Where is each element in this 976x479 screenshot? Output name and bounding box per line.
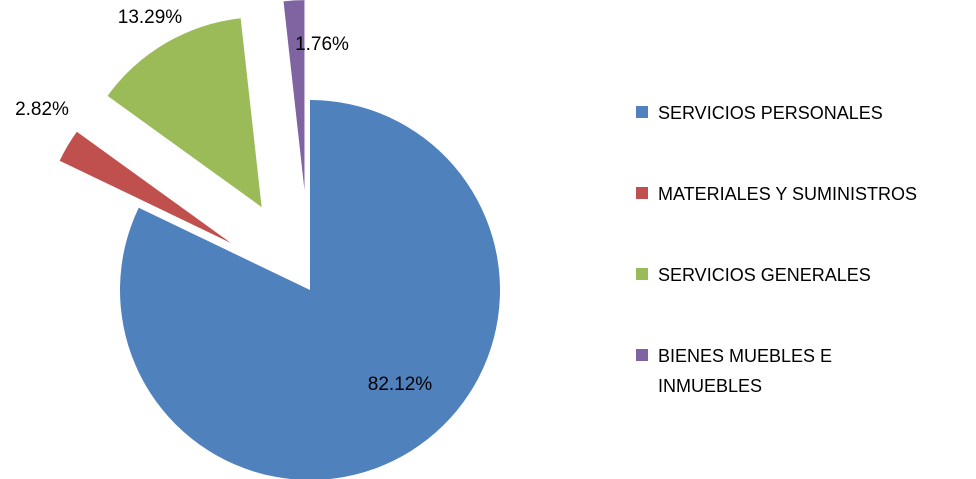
data-label: 82.12% xyxy=(368,374,433,395)
legend-label: BIENES MUEBLES E INMUEBLES xyxy=(658,346,833,396)
data-label: 13.29% xyxy=(118,7,183,28)
pie-slice xyxy=(59,131,231,243)
data-label: 1.76% xyxy=(295,34,349,55)
legend-swatch xyxy=(636,187,648,199)
pie-slice xyxy=(120,100,500,479)
legend-label: SERVICIOS PERSONALES xyxy=(658,103,883,123)
pie-slice xyxy=(283,0,305,191)
pie-slice xyxy=(107,18,262,208)
legend-swatch xyxy=(636,106,648,118)
legend-label: SERVICIOS GENERALES xyxy=(658,265,871,285)
legend-swatch xyxy=(636,349,648,361)
legend-label: MATERIALES Y SUMINISTROS xyxy=(658,184,918,204)
data-label: 2.82% xyxy=(15,99,69,120)
legend-swatch xyxy=(636,268,648,280)
